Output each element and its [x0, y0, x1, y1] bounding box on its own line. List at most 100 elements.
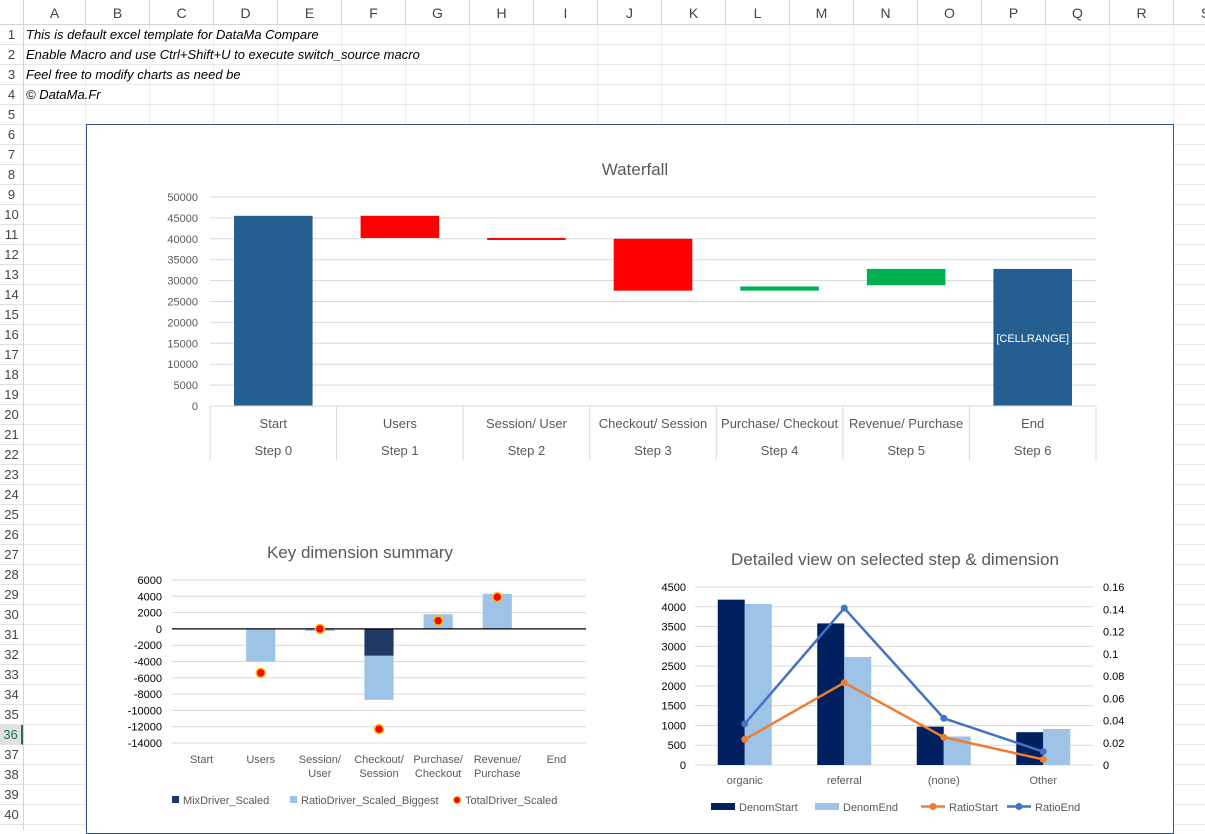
row-header-12[interactable]: 12 — [0, 245, 23, 265]
detail-bar-denom-end — [844, 657, 872, 765]
cell-a4[interactable]: © DataMa.Fr — [26, 87, 101, 102]
row-gridline — [24, 104, 1205, 105]
detail-y-right-tick-label: 0.02 — [1103, 738, 1124, 750]
row-header-3[interactable]: 3 — [0, 65, 23, 85]
row-header-14[interactable]: 14 — [0, 285, 23, 305]
row-header-30[interactable]: 30 — [0, 605, 23, 625]
detail-bar-denom-start — [916, 726, 944, 765]
row-header-23[interactable]: 23 — [0, 465, 23, 485]
row-header-9[interactable]: 9 — [0, 185, 23, 205]
summary-category-label: User — [308, 768, 332, 780]
row-header-11[interactable]: 11 — [0, 225, 23, 245]
column-header-m[interactable]: M — [790, 0, 854, 24]
waterfall-bar — [487, 237, 566, 240]
column-header-p[interactable]: P — [982, 0, 1046, 24]
row-header-5[interactable]: 5 — [0, 105, 23, 125]
cell-a3[interactable]: Feel free to modify charts as need be — [26, 67, 241, 82]
detail-line-ratio-end-marker — [940, 714, 948, 722]
row-header-33[interactable]: 33 — [0, 665, 23, 685]
detail-y-right-tick-label: 0.06 — [1103, 693, 1124, 705]
row-header-19[interactable]: 19 — [0, 385, 23, 405]
row-header-35[interactable]: 35 — [0, 705, 23, 725]
waterfall-bar — [866, 268, 946, 286]
summary-total-marker — [432, 615, 444, 626]
row-header-36[interactable]: 36 — [0, 725, 23, 745]
row-header-6[interactable]: 6 — [0, 125, 23, 145]
row-header-39[interactable]: 39 — [0, 785, 23, 805]
column-header-r[interactable]: R — [1110, 0, 1174, 24]
row-header-31[interactable]: 31 — [0, 625, 23, 645]
summary-category-label: Purchase — [474, 768, 520, 780]
row-header-15[interactable]: 15 — [0, 305, 23, 325]
row-header-20[interactable]: 20 — [0, 405, 23, 425]
row-header-24[interactable]: 24 — [0, 485, 23, 505]
row-header-25[interactable]: 25 — [0, 505, 23, 525]
row-header-4[interactable]: 4 — [0, 85, 23, 105]
summary-total-marker — [492, 591, 503, 603]
row-header-7[interactable]: 7 — [0, 145, 23, 165]
detail-line-ratio-end-marker — [741, 720, 749, 728]
detail-line-ratio-start-marker — [1039, 755, 1047, 763]
row-header-2[interactable]: 2 — [0, 45, 23, 65]
row-header-38[interactable]: 38 — [0, 765, 23, 785]
column-header-j[interactable]: J — [598, 0, 662, 24]
column-header-d[interactable]: D — [214, 0, 278, 24]
row-header-18[interactable]: 18 — [0, 365, 23, 385]
column-header-g[interactable]: G — [406, 0, 470, 24]
row-header-22[interactable]: 22 — [0, 445, 23, 465]
row-header-16[interactable]: 16 — [0, 325, 23, 345]
detail-bar-denom-start — [817, 623, 845, 765]
row-header-28[interactable]: 28 — [0, 565, 23, 585]
column-header-c[interactable]: C — [150, 0, 214, 24]
row-header-27[interactable]: 27 — [0, 545, 23, 565]
column-header-h[interactable]: H — [470, 0, 534, 24]
summary-legend-swatch — [453, 796, 461, 804]
summary-category-label: End — [547, 754, 567, 766]
waterfall-y-tick-label: 45000 — [167, 213, 198, 225]
waterfall-y-tick-label: 0 — [192, 401, 198, 413]
waterfall-category-label: Revenue/ Purchase — [849, 416, 963, 431]
row-header-10[interactable]: 10 — [0, 205, 23, 225]
detail-legend-swatch-marker — [929, 803, 937, 810]
cell-a1[interactable]: This is default excel template for DataM… — [26, 27, 319, 42]
key-dimension-title: Key dimension summary — [266, 543, 454, 562]
select-all-corner[interactable] — [0, 0, 24, 24]
cell-a2[interactable]: Enable Macro and use Ctrl+Shift+U to exe… — [26, 47, 420, 62]
column-header-l[interactable]: L — [726, 0, 790, 24]
summary-bar-mix — [364, 628, 394, 656]
column-header-f[interactable]: F — [342, 0, 406, 24]
summary-category-label: Session — [359, 768, 398, 780]
row-header-40[interactable]: 40 — [0, 805, 23, 825]
column-header-i[interactable]: I — [534, 0, 598, 24]
detail-line-ratio-end-marker — [840, 604, 848, 612]
row-header-26[interactable]: 26 — [0, 525, 23, 545]
row-header-1[interactable]: 1 — [0, 25, 23, 45]
column-header-a[interactable]: A — [24, 0, 86, 24]
column-header-e[interactable]: E — [278, 0, 342, 24]
detail-y-left-tick-label: 4000 — [662, 602, 686, 614]
row-header-21[interactable]: 21 — [0, 425, 23, 445]
waterfall-step-label: Step 4 — [761, 443, 799, 458]
waterfall-title: Waterfall — [601, 160, 669, 179]
column-header-o[interactable]: O — [918, 0, 982, 24]
row-header-37[interactable]: 37 — [0, 745, 23, 765]
column-header-q[interactable]: Q — [1046, 0, 1110, 24]
column-header-s[interactable]: S — [1174, 0, 1205, 24]
row-gridline — [24, 84, 1205, 85]
row-header-17[interactable]: 17 — [0, 345, 23, 365]
row-header-13[interactable]: 13 — [0, 265, 23, 285]
row-header-32[interactable]: 32 — [0, 645, 23, 665]
row-header-8[interactable]: 8 — [0, 165, 23, 185]
summary-y-tick-label: -14000 — [128, 738, 162, 750]
column-header-b[interactable]: B — [86, 0, 150, 24]
detail-legend-label: DenomStart — [739, 802, 798, 814]
waterfall-step-label: Step 2 — [508, 443, 546, 458]
row-header-34[interactable]: 34 — [0, 685, 23, 705]
column-header-k[interactable]: K — [662, 0, 726, 24]
summary-total-marker — [314, 623, 326, 635]
detail-y-right-tick-label: 0.08 — [1103, 671, 1124, 683]
summary-category-label: Session/ — [299, 754, 342, 766]
column-header-n[interactable]: N — [854, 0, 918, 24]
row-header-29[interactable]: 29 — [0, 585, 23, 605]
